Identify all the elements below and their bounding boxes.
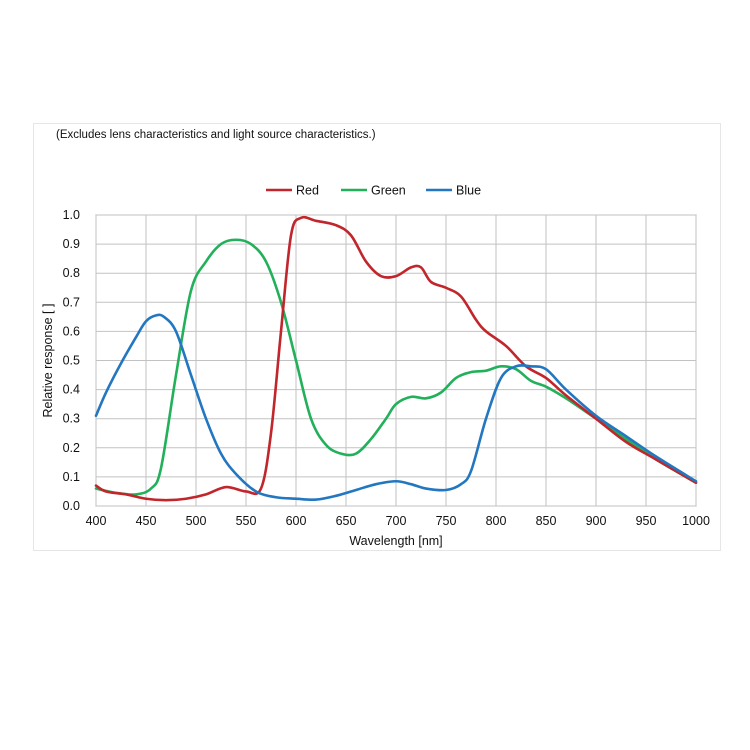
x-tick-label: 750 — [436, 514, 457, 528]
y-tick-label: 0.1 — [63, 470, 80, 484]
y-tick-label: 0.0 — [63, 499, 80, 513]
x-tick-label: 850 — [536, 514, 557, 528]
x-tick-label: 400 — [86, 514, 107, 528]
y-tick-labels: 0.0 0.1 0.2 0.3 0.4 0.5 0.6 0.7 0.8 0.9 1.0 — [63, 208, 80, 513]
x-tick-labels: 400 450 500 550 600 650 700 750 800 850 900 950 1000 — [86, 514, 710, 528]
y-tick-label: 0.2 — [63, 441, 80, 455]
y-tick-label: 0.8 — [63, 266, 80, 280]
x-tick-label: 600 — [286, 514, 307, 528]
x-tick-label: 650 — [336, 514, 357, 528]
x-axis-title: Wavelength [nm] — [349, 534, 442, 548]
y-tick-label: 0.9 — [63, 237, 80, 251]
series-layer — [94, 215, 698, 502]
x-tick-label: 1000 — [682, 514, 710, 528]
x-tick-label: 500 — [186, 514, 207, 528]
chart-panel: (Excludes lens characteristics and light… — [33, 123, 721, 551]
y-tick-label: 0.3 — [63, 412, 80, 426]
spectral-response-chart: (Excludes lens characteristics and light… — [41, 129, 710, 548]
x-tick-label: 550 — [236, 514, 257, 528]
series-line-red — [94, 215, 698, 502]
y-tick-label: 0.7 — [63, 295, 80, 309]
x-tick-label: 700 — [386, 514, 407, 528]
series-line-green — [94, 238, 698, 496]
y-axis-title: Relative response [ ] — [41, 304, 55, 418]
x-tick-label: 800 — [486, 514, 507, 528]
series-line-blue — [94, 313, 698, 502]
y-tick-label: 1.0 — [63, 208, 80, 222]
legend-label-red: Red — [296, 184, 319, 198]
y-tick-label: 0.4 — [63, 383, 80, 397]
x-tick-label: 900 — [586, 514, 607, 528]
legend-label-green: Green — [371, 184, 406, 198]
x-tick-label: 450 — [136, 514, 157, 528]
y-tick-label: 0.6 — [63, 324, 80, 338]
legend-label-blue: Blue — [456, 184, 481, 198]
legend: Red Green Blue — [266, 184, 481, 198]
chart-note: (Excludes lens characteristics and light… — [56, 129, 376, 141]
x-tick-label: 950 — [636, 514, 657, 528]
y-tick-label: 0.5 — [63, 354, 80, 368]
